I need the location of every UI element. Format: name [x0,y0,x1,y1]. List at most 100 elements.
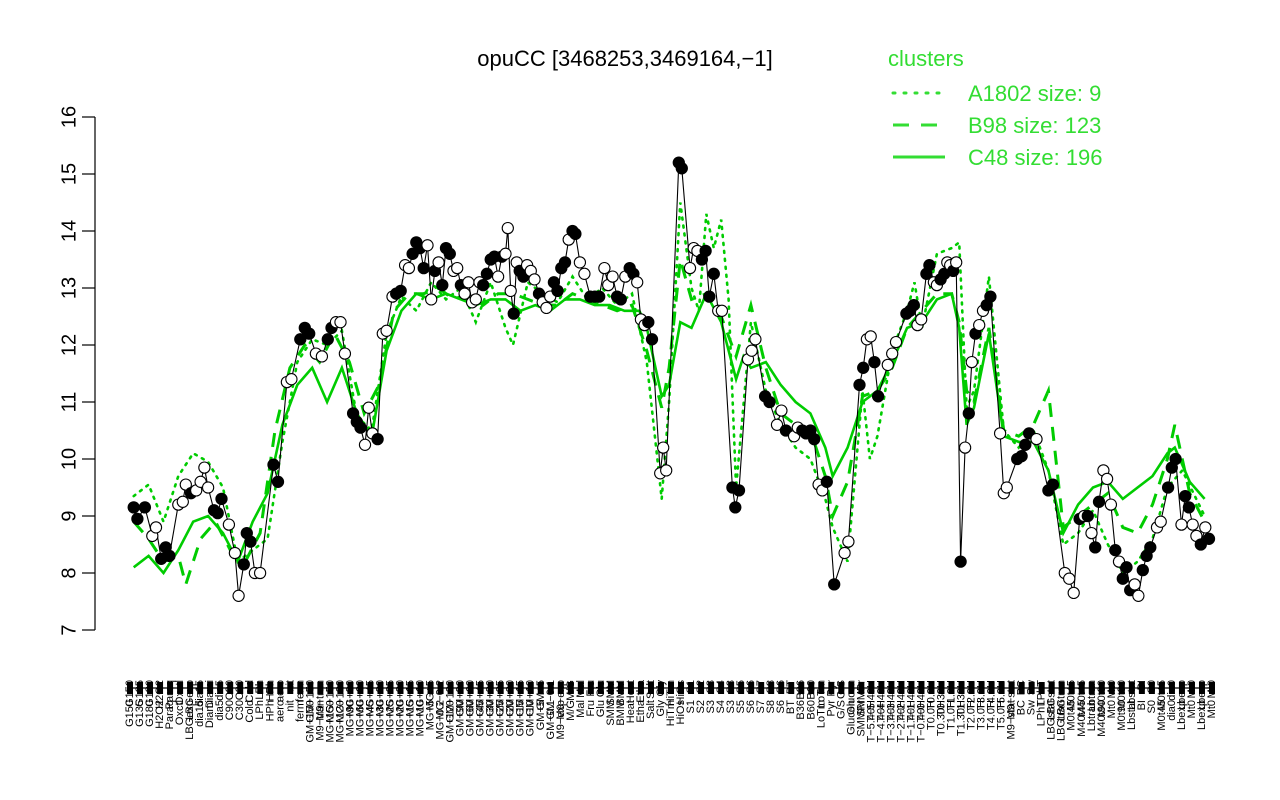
x-tick-label: T0.30H [936,680,948,716]
data-point [131,512,144,526]
data-point [421,239,434,252]
x-tick-label-lower: T0.0H [925,700,937,730]
x-tick-label-lower: GM+5 [535,700,547,730]
data-point [1199,521,1212,534]
data-point [715,304,729,317]
x-tick-label: MG+10 [415,680,427,716]
x-tick-label-lower: SMM [605,700,617,726]
data-point [271,475,285,488]
data-point [573,256,587,269]
data-point [907,298,920,312]
x-tick-label: Lbexp [1196,680,1208,710]
x-tick-label: B36 [795,680,807,700]
x-tick-label-lower: Glu [595,700,607,717]
x-tick-label-lower: T5.0H [996,700,1008,730]
x-tick-label-lower: B60 [805,700,817,720]
x-tick-label: S3 [725,680,737,693]
data-point [1100,472,1114,486]
x-tick-label-lower: T−3.40H [885,700,897,743]
x-tick-label-lower: LBGstat [1046,700,1058,740]
x-tick-label: S7 [755,680,767,693]
legend-entries: A1802 size: 9 B98 size: 123 C48 size: 196 [891,81,1103,170]
x-tick-label: Salt [645,680,657,699]
data-point [749,333,762,346]
x-tick-label: H2O2 [154,680,166,709]
data-point [1154,515,1167,528]
data-point [540,301,553,315]
x-tick-label: GM+10 [525,680,537,716]
x-tick-label: S5 [735,680,747,693]
data-point [1128,578,1141,591]
x-tick-label-lower: HiTm [665,700,677,726]
x-tick-label: T−0.40H [915,680,927,723]
data-point [127,501,140,514]
data-point [215,492,228,506]
x-tick-label: M0t45 [1066,680,1078,711]
data-point-layer [127,156,1216,602]
x-tick-label: S4 [715,680,727,693]
x-tick-label: Glucon [845,680,857,715]
x-tick-label-lower: aero [274,700,286,722]
x-tick-label: MG+90 [344,680,356,716]
data-point [775,404,788,417]
data-point [657,441,670,454]
data-point [1169,452,1182,466]
x-tick-label: GM+90 [455,680,467,716]
data-point [451,261,464,275]
x-tick-label-lower: MG+120 [334,700,346,743]
data-point [993,427,1007,440]
data-point [703,290,716,303]
series-line-solid [132,290,1206,576]
x-tick-label: Lbexp [1176,680,1188,710]
x-tick-label-lower: T1.30H [956,700,968,736]
x-tick-label-lower: S6 [745,700,757,713]
data-point [504,284,517,298]
data-point [923,259,936,272]
x-tick-label-lower: HPh [264,700,276,721]
x-tick-label-lower: Sw [1026,700,1038,715]
x-tick-label-lower: GM+45 [475,700,487,736]
data-point [462,276,475,289]
x-tick-label: S2 [695,680,707,693]
data-point [163,549,176,563]
data-point [1179,489,1192,503]
x-tick-label: G150 [124,680,136,707]
x-tick-label: LBGtran [1056,680,1068,721]
y-tick-label: 15 [58,163,80,185]
x-tick-label-lower: S1 [685,700,697,713]
x-tick-label-lower: MG+150 [324,700,336,743]
data-point [842,535,855,548]
data-point [660,464,673,477]
x-tick-label: M40t90 [1096,680,1108,717]
data-point [1063,572,1076,585]
x-tick-label: M40t45 [1076,680,1088,717]
x-tick-label: M/G [565,680,577,701]
data-point [864,330,877,343]
data-point [551,284,564,298]
data-point [1161,481,1175,494]
x-tick-label-lower: Etha [635,699,647,723]
data-point [1116,572,1129,585]
x-tick-label-lower: GM+150 [304,700,316,743]
x-tick-label: GM+20 [505,680,517,716]
data-point [578,267,591,280]
x-tick-label-lower: M9−exp [555,700,567,739]
x-tick-label: Sw [1026,680,1038,695]
x-tick-label: M9−tran [314,680,326,721]
x-tick-label: S8 [765,680,777,693]
x-tick-label: T1.0H [946,680,958,710]
y-tick-label: 8 [58,567,80,578]
x-tick-label-lower: MG+5 [425,700,437,730]
x-tick-label: MG+15 [405,680,417,716]
x-tick-label-lower: Gly [655,700,667,717]
data-point [425,293,438,306]
data-point [358,438,372,451]
data-point [950,256,963,269]
data-point [606,270,619,283]
x-tick-label-lower: G150 [124,700,136,727]
data-point [417,261,430,275]
x-tick-label-lower: T−4.40H [875,700,887,743]
x-tick-label: GM+30 [485,680,497,716]
x-tick-label-lower: GM+120 [445,700,457,743]
x-tick-label: T1.30H [956,680,968,716]
